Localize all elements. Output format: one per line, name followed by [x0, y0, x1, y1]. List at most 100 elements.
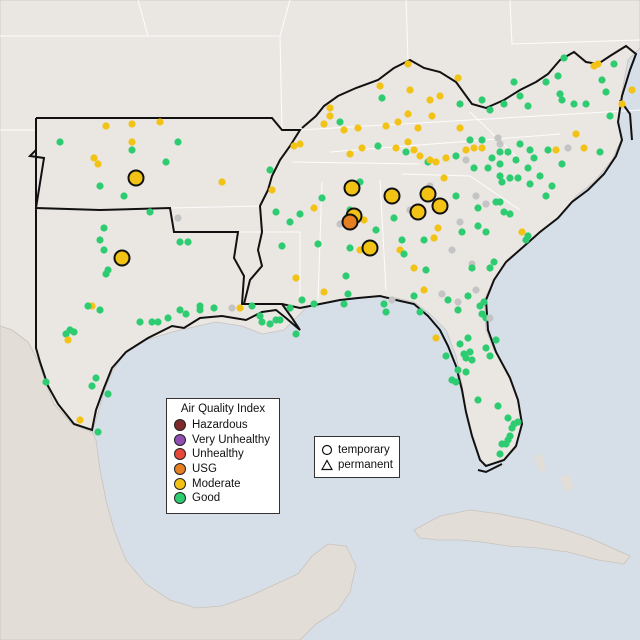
monitor-site[interactable]: [452, 192, 460, 200]
monitor-site[interactable]: [358, 144, 366, 152]
monitor-site[interactable]: [62, 330, 70, 338]
monitor-site[interactable]: [100, 246, 108, 254]
monitor-site[interactable]: [618, 100, 626, 108]
monitor-site[interactable]: [340, 126, 348, 134]
monitor-site[interactable]: [466, 348, 474, 356]
monitor-site[interactable]: [420, 286, 428, 294]
monitor-site[interactable]: [272, 208, 280, 216]
monitor-site[interactable]: [522, 236, 530, 244]
monitor-site[interactable]: [422, 266, 430, 274]
monitor-site[interactable]: [474, 396, 482, 404]
monitor-site[interactable]: [318, 194, 326, 202]
monitor-site[interactable]: [94, 160, 102, 168]
monitor-site[interactable]: [462, 156, 470, 164]
monitor-site[interactable]: [440, 174, 448, 182]
monitor-site[interactable]: [176, 238, 184, 246]
monitor-site[interactable]: [490, 258, 498, 266]
monitor-site[interactable]: [374, 142, 382, 150]
monitor-site[interactable]: [416, 308, 424, 316]
monitor-site[interactable]: [410, 146, 418, 154]
monitor-site[interactable]: [404, 60, 412, 68]
monitor-site[interactable]: [524, 164, 532, 172]
monitor-site[interactable]: [320, 120, 328, 128]
temporary-monitor[interactable]: [113, 249, 131, 267]
temporary-monitor[interactable]: [409, 203, 427, 221]
monitor-site[interactable]: [456, 100, 464, 108]
monitor-site[interactable]: [478, 144, 486, 152]
monitor-site[interactable]: [428, 112, 436, 120]
temporary-monitor[interactable]: [343, 179, 361, 197]
monitor-site[interactable]: [414, 124, 422, 132]
monitor-site[interactable]: [472, 286, 480, 294]
monitor-site[interactable]: [512, 156, 520, 164]
monitor-site[interactable]: [596, 148, 604, 156]
monitor-site[interactable]: [602, 88, 610, 96]
monitor-site[interactable]: [502, 440, 510, 448]
monitor-site[interactable]: [474, 222, 482, 230]
monitor-site[interactable]: [400, 250, 408, 258]
temporary-monitor[interactable]: [383, 187, 401, 205]
monitor-site[interactable]: [90, 154, 98, 162]
monitor-site[interactable]: [372, 226, 380, 234]
monitor-site[interactable]: [56, 138, 64, 146]
monitor-site[interactable]: [96, 306, 104, 314]
monitor-site[interactable]: [486, 314, 494, 322]
monitor-site[interactable]: [438, 290, 446, 298]
monitor-site[interactable]: [486, 264, 494, 272]
monitor-site[interactable]: [296, 140, 304, 148]
monitor-site[interactable]: [488, 154, 496, 162]
monitor-site[interactable]: [442, 154, 450, 162]
monitor-site[interactable]: [266, 166, 274, 174]
monitor-site[interactable]: [456, 218, 464, 226]
monitor-site[interactable]: [136, 318, 144, 326]
monitor-site[interactable]: [542, 78, 550, 86]
temporary-monitor[interactable]: [127, 169, 145, 187]
monitor-site[interactable]: [148, 318, 156, 326]
monitor-site[interactable]: [504, 148, 512, 156]
monitor-site[interactable]: [478, 136, 486, 144]
monitor-site[interactable]: [482, 200, 490, 208]
monitor-site[interactable]: [382, 308, 390, 316]
monitor-site[interactable]: [146, 208, 154, 216]
monitor-site[interactable]: [486, 352, 494, 360]
monitor-site[interactable]: [420, 236, 428, 244]
monitor-site[interactable]: [468, 264, 476, 272]
monitor-site[interactable]: [70, 328, 78, 336]
monitor-site[interactable]: [470, 144, 478, 152]
monitor-site[interactable]: [392, 144, 400, 152]
monitor-site[interactable]: [434, 224, 442, 232]
monitor-site[interactable]: [380, 300, 388, 308]
monitor-site[interactable]: [162, 158, 170, 166]
monitor-site[interactable]: [558, 160, 566, 168]
monitor-site[interactable]: [354, 124, 362, 132]
monitor-site[interactable]: [64, 336, 72, 344]
monitor-site[interactable]: [398, 236, 406, 244]
monitor-site[interactable]: [598, 76, 606, 84]
monitor-site[interactable]: [296, 210, 304, 218]
monitor-site[interactable]: [346, 244, 354, 252]
monitor-site[interactable]: [310, 204, 318, 212]
monitor-site[interactable]: [454, 306, 462, 314]
monitor-site[interactable]: [100, 224, 108, 232]
monitor-site[interactable]: [448, 246, 456, 254]
monitor-site[interactable]: [558, 96, 566, 104]
monitor-site[interactable]: [314, 240, 322, 248]
monitor-site[interactable]: [444, 296, 452, 304]
monitor-site[interactable]: [298, 296, 306, 304]
monitor-site[interactable]: [580, 144, 588, 152]
monitor-site[interactable]: [476, 302, 484, 310]
monitor-site[interactable]: [156, 118, 164, 126]
monitor-site[interactable]: [182, 310, 190, 318]
monitor-site[interactable]: [552, 146, 560, 154]
monitor-site[interactable]: [548, 182, 556, 190]
monitor-site[interactable]: [268, 186, 276, 194]
monitor-site[interactable]: [564, 144, 572, 152]
monitor-site[interactable]: [404, 110, 412, 118]
monitor-site[interactable]: [154, 318, 162, 326]
monitor-site[interactable]: [496, 160, 504, 168]
monitor-site[interactable]: [104, 390, 112, 398]
monitor-site[interactable]: [88, 382, 96, 390]
monitor-site[interactable]: [514, 174, 522, 182]
monitor-site[interactable]: [128, 138, 136, 146]
